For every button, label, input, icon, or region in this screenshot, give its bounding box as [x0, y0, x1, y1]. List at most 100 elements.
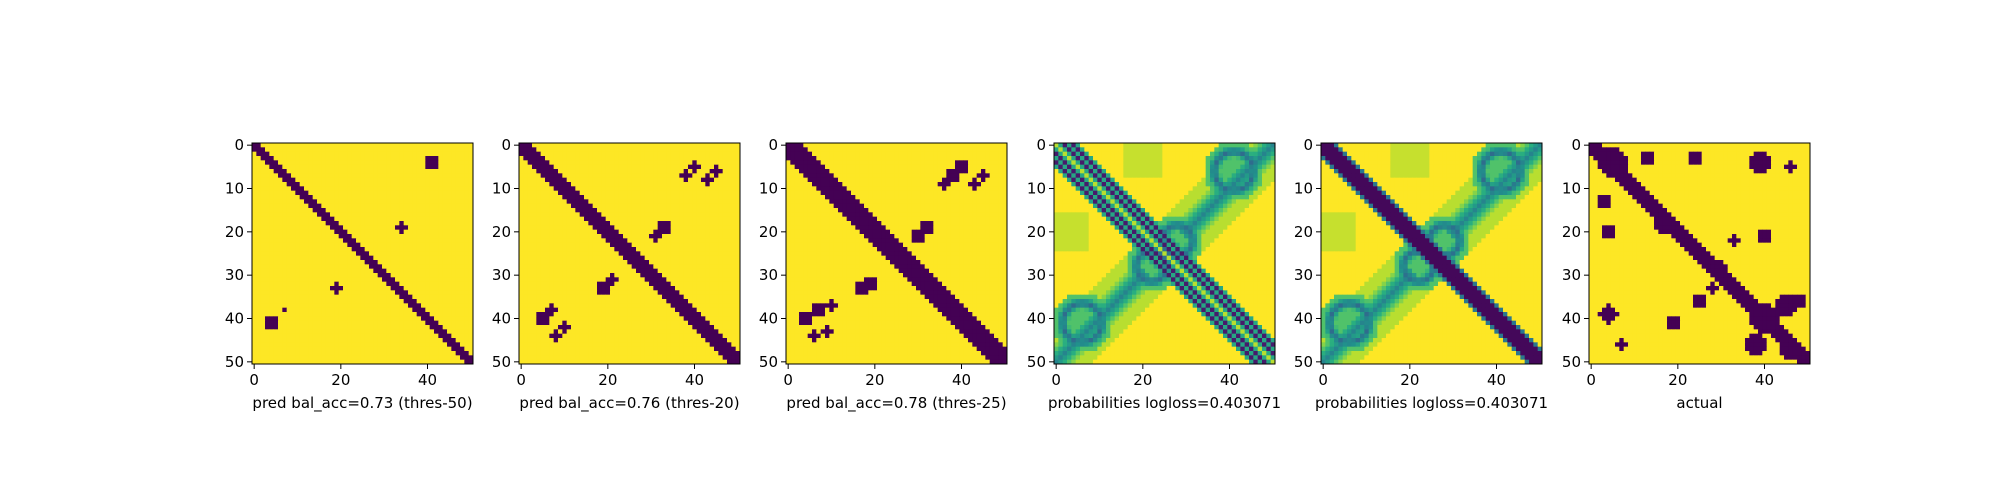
heatmap-cell	[260, 247, 266, 252]
heatmap-cell	[649, 264, 654, 270]
heatmap-cell	[343, 190, 348, 196]
heatmap-cell	[705, 320, 711, 326]
heatmap-cell	[269, 190, 275, 196]
heatmap-cell	[308, 229, 314, 235]
heatmap-cell	[265, 333, 270, 339]
heatmap-cell	[605, 177, 611, 183]
heatmap-cell	[369, 164, 374, 170]
heatmap-cell	[566, 164, 572, 170]
heatmap-cell	[605, 169, 611, 174]
heatmap-cell	[610, 268, 615, 274]
heatmap-cell	[464, 299, 470, 304]
heatmap-cell	[468, 143, 474, 148]
heatmap-cell	[718, 177, 724, 183]
heatmap-cell	[330, 294, 335, 300]
heatmap-cell	[575, 316, 581, 322]
heatmap-cell	[451, 351, 457, 356]
heatmap-cell	[566, 151, 572, 157]
heatmap-cell	[386, 316, 392, 322]
heatmap-cell	[549, 316, 555, 322]
heatmap-cell	[434, 242, 439, 248]
heatmap-cell	[343, 277, 348, 283]
heatmap-cell	[304, 290, 309, 296]
heatmap-cell	[597, 303, 602, 309]
heatmap-cell	[321, 251, 327, 257]
heatmap-cell	[403, 290, 409, 296]
heatmap-cell	[579, 182, 585, 187]
heatmap-cell	[455, 342, 461, 348]
heatmap-cell	[644, 264, 650, 270]
heatmap-cell	[299, 277, 305, 283]
heatmap-cell	[312, 216, 318, 222]
heatmap-cell	[442, 199, 448, 205]
heatmap-cell	[558, 173, 563, 179]
heatmap-cell	[395, 307, 400, 313]
heatmap-cell	[558, 333, 563, 339]
heatmap-cell	[321, 316, 327, 322]
heatmap-cell	[545, 169, 550, 174]
heatmap-cell	[408, 290, 413, 296]
heatmap-cell	[416, 303, 422, 309]
heatmap-cell	[623, 212, 628, 218]
heatmap-cell	[675, 177, 680, 183]
heatmap-cell	[662, 182, 667, 187]
heatmap-cell	[627, 160, 633, 166]
heatmap-cell	[727, 325, 732, 330]
heatmap-cell	[662, 338, 667, 343]
heatmap-cell	[558, 320, 563, 326]
heatmap-cell	[434, 190, 439, 196]
heatmap-cell	[579, 299, 585, 304]
heatmap-cell	[592, 177, 598, 183]
heatmap-cell	[429, 169, 435, 174]
heatmap-cell	[588, 333, 594, 339]
heatmap-cell	[455, 238, 461, 244]
heatmap-cell	[592, 255, 598, 261]
heatmap-cell	[286, 199, 292, 205]
heatmap-cell	[718, 156, 724, 161]
heatmap-cell	[416, 260, 422, 265]
heatmap-cell	[464, 255, 470, 261]
heatmap-cell	[382, 212, 387, 218]
heatmap-cell	[731, 303, 737, 309]
heatmap-cell	[610, 229, 615, 235]
heatmap-cell	[679, 320, 685, 326]
heatmap-cell	[701, 147, 706, 153]
heatmap-cell	[308, 281, 314, 287]
heatmap-cell	[679, 216, 685, 222]
heatmap-cell	[683, 221, 689, 226]
heatmap-cell	[399, 255, 405, 261]
heatmap-cell	[618, 195, 624, 200]
heatmap-cell	[269, 147, 275, 153]
heatmap-cell	[434, 173, 439, 179]
heatmap-cell	[592, 147, 598, 153]
heatmap-cell	[727, 199, 732, 205]
heatmap-cell	[269, 242, 275, 248]
heatmap-cell	[657, 186, 663, 192]
heatmap-cell	[334, 164, 340, 170]
heatmap-cell	[735, 203, 741, 209]
heatmap-cell	[662, 273, 667, 278]
heatmap-cell	[256, 182, 262, 187]
heatmap-cell	[614, 290, 620, 296]
heatmap-cell	[670, 221, 676, 226]
heatmap-cell	[618, 325, 624, 330]
heatmap-cell	[575, 238, 581, 244]
heatmap-cell	[447, 320, 452, 326]
heatmap-cell	[256, 216, 262, 222]
heatmap-cell	[644, 147, 650, 153]
heatmap-cell	[299, 294, 305, 300]
heatmap-cell	[562, 173, 568, 179]
heatmap-cell	[278, 307, 283, 313]
heatmap-cell	[256, 186, 262, 192]
heatmap-cell	[386, 355, 392, 361]
heatmap-cell	[356, 242, 361, 248]
heatmap-cell	[399, 164, 405, 170]
heatmap-cell	[265, 208, 270, 213]
heatmap-cell	[696, 195, 702, 200]
heatmap-cell	[438, 177, 444, 183]
heatmap-cell	[692, 247, 698, 252]
heatmap-cell	[532, 190, 537, 196]
heatmap-cell	[442, 351, 448, 356]
heatmap-cell	[325, 264, 331, 270]
heatmap-cell	[442, 255, 448, 261]
